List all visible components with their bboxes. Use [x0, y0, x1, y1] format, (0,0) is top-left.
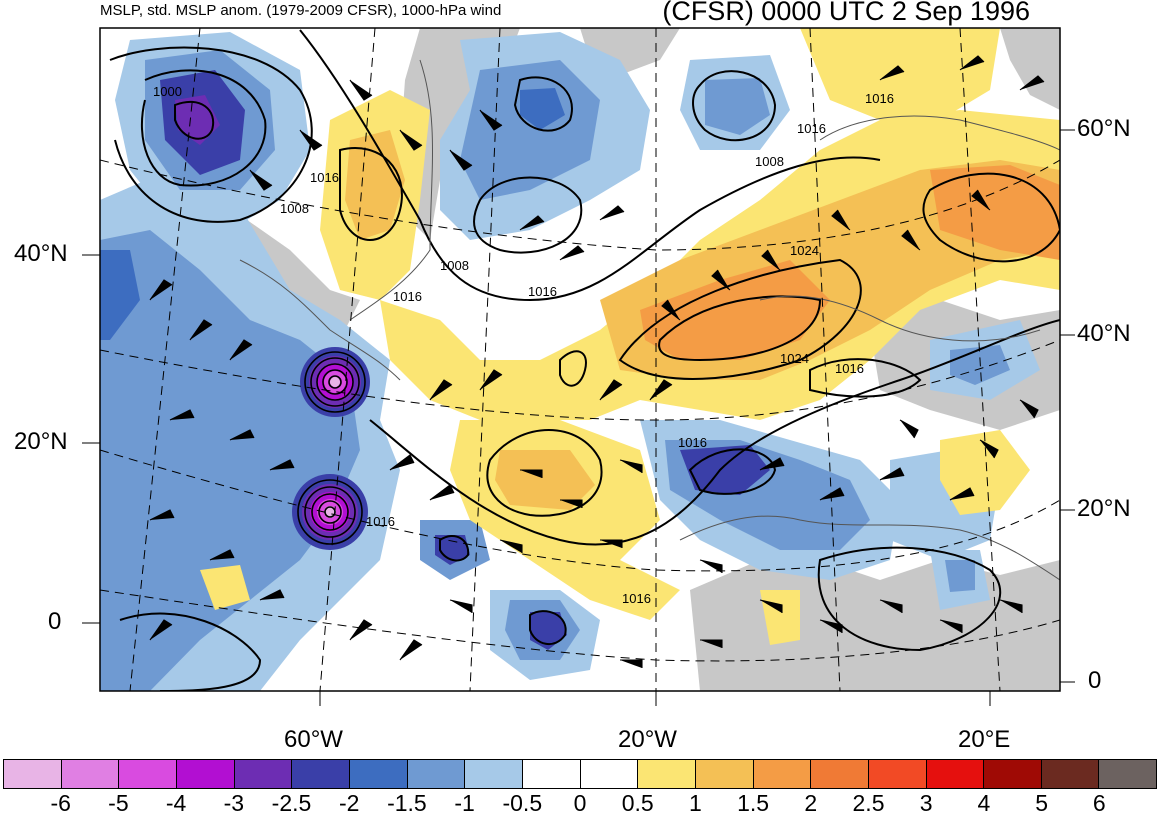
- wind-barbs: [149, 55, 1045, 668]
- colorbar-cell: [638, 760, 696, 788]
- colorbar-tick-label: 4: [977, 790, 991, 816]
- colorbar-tick-label: -6: [50, 790, 71, 816]
- colorbar-cell: [522, 760, 581, 788]
- isobar-label: 1016: [393, 289, 422, 304]
- colorbar-tick-label: 0: [573, 790, 587, 816]
- lon-label-bottom: 20°W: [618, 726, 677, 753]
- isobar-label: 1008: [755, 154, 784, 169]
- map-title-left: MSLP, std. MSLP anom. (1979-2009 CFSR), …: [100, 2, 502, 19]
- isobar-label: 1016: [865, 91, 894, 106]
- colorbar-labels: -6 -5 -4 -3 -2.5 -2 -1.5 -1 -0.5 0 0.5 1 1.5 2 2.5 3 4 5 6: [0, 790, 1160, 816]
- colorbar-cell: [984, 760, 1042, 788]
- isobar-label: 1024: [780, 351, 809, 366]
- isobar-label: 1016: [797, 121, 826, 136]
- map-frame: [99, 27, 1061, 692]
- colorbar-cell: [61, 760, 120, 788]
- lat-label-left: 20°N: [14, 428, 68, 455]
- hurricane-south: [292, 474, 368, 550]
- isobar-label: 1008: [440, 258, 469, 273]
- colorbar-tick-label: -3: [223, 790, 245, 816]
- colorbar-tick-label: -2.5: [271, 790, 312, 816]
- colorbar-cell: [465, 760, 523, 788]
- isobar-label: 1016: [835, 361, 864, 376]
- colorbar-tick-label: -0.5: [502, 790, 543, 816]
- colorbar-cell: [176, 760, 235, 788]
- isobar-label: 1016: [678, 435, 707, 450]
- colorbar-tick-label: 3: [919, 790, 933, 816]
- colorbar-tick-label: 0.5: [621, 790, 654, 816]
- colorbar-tick-label: 2.5: [852, 790, 885, 816]
- graticule: [100, 28, 1060, 691]
- colorbar: [3, 759, 1157, 789]
- colorbar-tick-label: -1.5: [387, 790, 427, 816]
- lat-label-right: 20°N: [1077, 495, 1131, 522]
- lon-label-bottom: 60°W: [284, 726, 343, 753]
- lat-label-right: 0: [1088, 667, 1102, 694]
- colorbar-cell: [407, 760, 466, 788]
- colorbar-cell: [119, 760, 177, 788]
- isobar-labels: 1000 1016 1008 1016 1008 1016 1008 1016 …: [153, 84, 894, 606]
- colorbar-cell: [926, 760, 985, 788]
- colorbar-tick-label: -5: [108, 790, 129, 816]
- positive-anomaly-regions: [200, 28, 1060, 645]
- lon-label-bottom: 20°E: [958, 726, 1011, 753]
- isobar-label: 1024: [790, 243, 819, 258]
- colorbar-cell: [753, 760, 812, 788]
- coastlines: [239, 59, 1060, 581]
- map-title-right: (CFSR) 0000 UTC 2 Sep 1996: [662, 0, 1030, 26]
- colorbar-cell: [4, 760, 62, 788]
- colorbar-cell: [695, 760, 754, 788]
- isobar-label: 1008: [280, 201, 309, 216]
- colorbar-tick-label: 5: [1035, 790, 1048, 816]
- lat-label-right: 40°N: [1077, 320, 1131, 347]
- isobar-label: 1016: [310, 170, 339, 185]
- lat-label-left: 0: [48, 608, 62, 635]
- colorbar-tick-label: 1: [688, 790, 702, 816]
- colorbar-cell: [292, 760, 350, 788]
- hurricane-isobars: [297, 351, 366, 545]
- isobar-label: 1016: [622, 591, 651, 606]
- colorbar-tick-label: 2: [804, 790, 818, 816]
- isobar-label: 1016: [366, 514, 395, 529]
- colorbar-cell: [349, 760, 408, 788]
- isobar-label: 1016: [528, 284, 557, 299]
- colorbar-cell: [868, 760, 927, 788]
- colorbar-cell: [1041, 760, 1100, 788]
- isobar-contours: [109, 29, 1060, 691]
- colorbar-cell: [580, 760, 639, 788]
- axis-ticks: [82, 129, 1075, 706]
- colorbar-tick-label: 6: [1092, 790, 1106, 816]
- lat-label-right: 60°N: [1077, 115, 1131, 142]
- isobar-label: 1000: [153, 84, 182, 99]
- colorbar-tick-label: -4: [165, 790, 187, 816]
- colorbar-tick-label: 1.5: [737, 790, 770, 816]
- lat-label-left: 40°N: [14, 240, 68, 267]
- colorbar-tick-label: -1: [454, 790, 475, 816]
- colorbar-cell: [811, 760, 869, 788]
- colorbar-tick-label: -2: [338, 790, 360, 816]
- colorbar-cell: [234, 760, 293, 788]
- colorbar-cell: [1099, 760, 1157, 788]
